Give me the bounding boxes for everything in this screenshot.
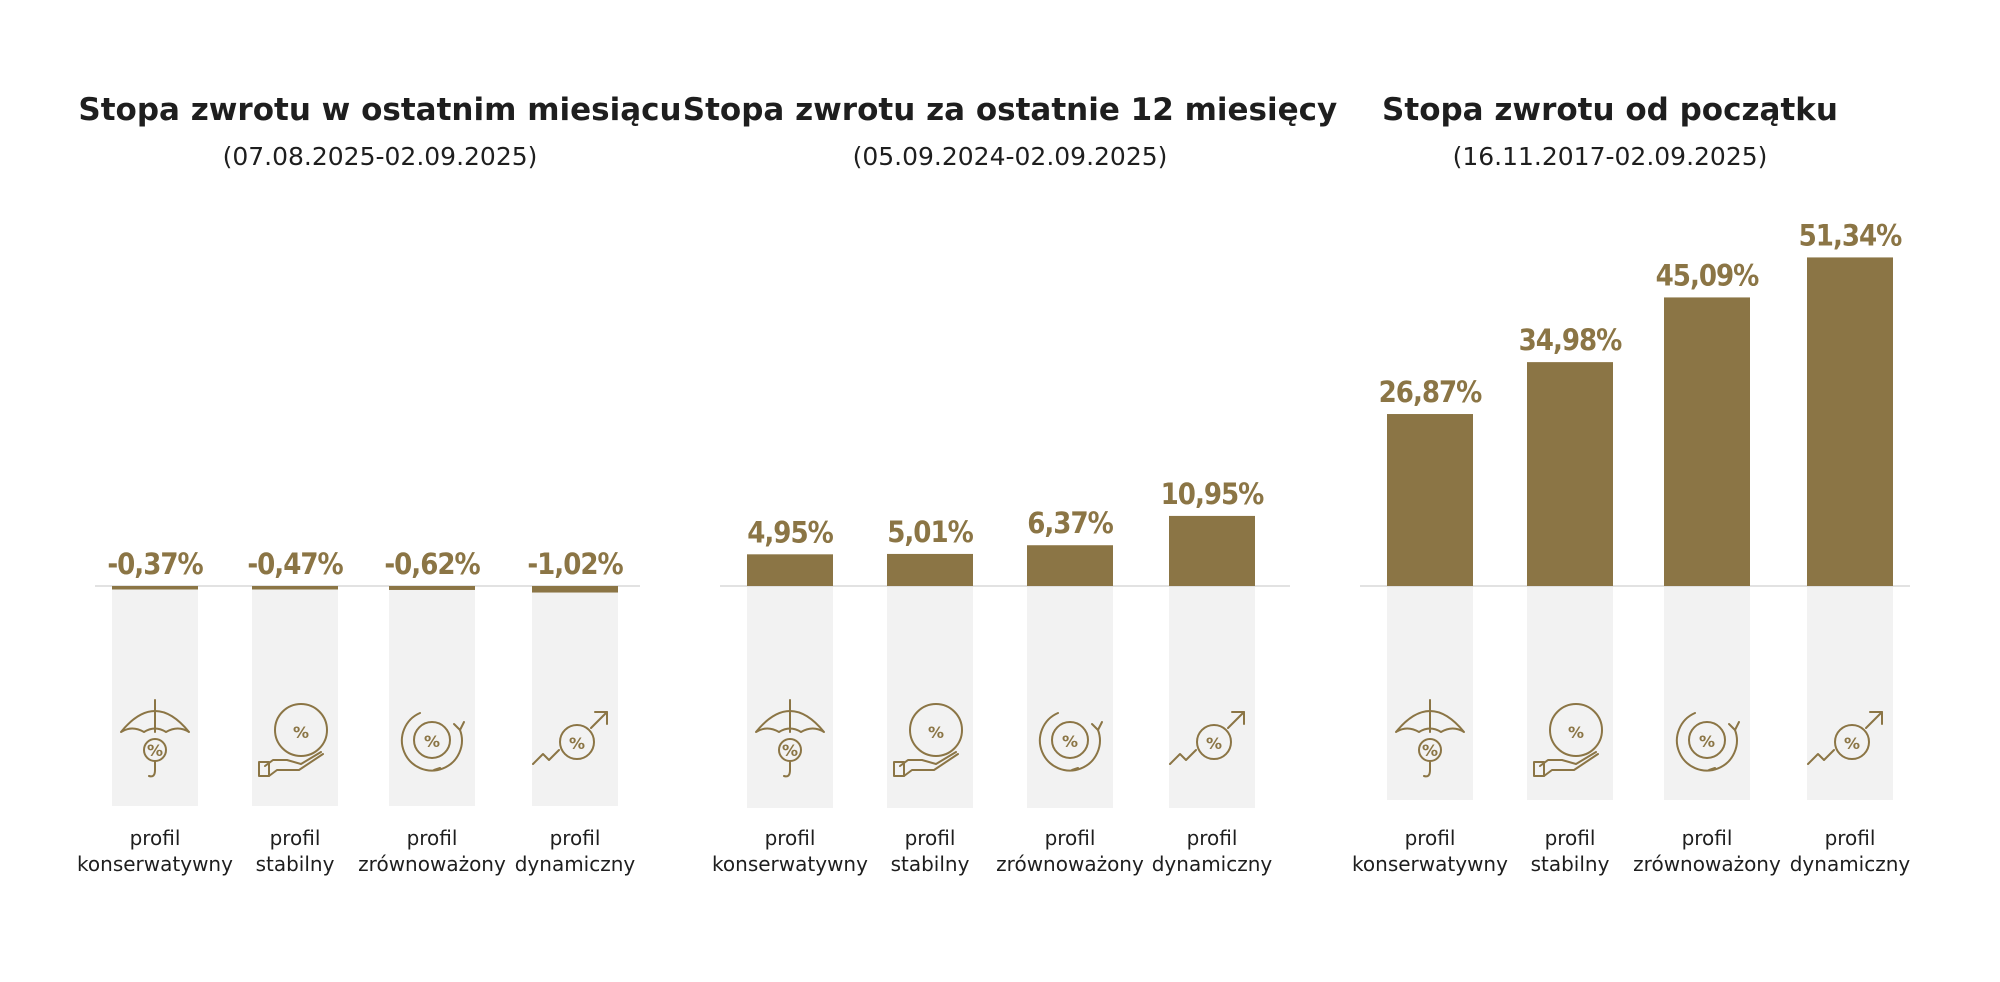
category-label: profil bbox=[765, 826, 816, 850]
bar-track bbox=[1169, 586, 1255, 808]
category-label: profil bbox=[1682, 826, 1733, 850]
umbrella-percent-icon: % bbox=[755, 699, 825, 778]
category-label: dynamiczny bbox=[1790, 852, 1911, 876]
category-label: zrównoważony bbox=[1633, 852, 1781, 876]
bar-track bbox=[1027, 586, 1113, 808]
bar bbox=[1527, 362, 1613, 586]
bar bbox=[252, 586, 338, 590]
svg-text:%: % bbox=[782, 741, 798, 760]
svg-text:%: % bbox=[1568, 723, 1584, 742]
bar-track bbox=[1807, 586, 1893, 800]
category-label: profil bbox=[1545, 826, 1596, 850]
value-label: 5,01% bbox=[887, 515, 973, 549]
value-label: -0,37% bbox=[107, 547, 203, 581]
bar bbox=[1387, 414, 1473, 586]
svg-text:%: % bbox=[147, 741, 163, 760]
category-label: stabilny bbox=[891, 852, 970, 876]
value-label: 26,87% bbox=[1379, 375, 1483, 409]
category-label: profil bbox=[905, 826, 956, 850]
svg-text:%: % bbox=[1844, 734, 1860, 753]
category-label: konserwatywny bbox=[712, 852, 868, 876]
bar-track bbox=[887, 586, 973, 808]
bar-track bbox=[1527, 586, 1613, 800]
category-label: dynamiczny bbox=[1152, 852, 1273, 876]
growth-percent-icon: % bbox=[1169, 711, 1245, 765]
cycle-percent-icon: % bbox=[1675, 712, 1740, 772]
svg-text:%: % bbox=[1062, 732, 1078, 751]
chart-subtitle: (07.08.2025-02.09.2025) bbox=[223, 142, 538, 171]
svg-text:%: % bbox=[293, 723, 309, 742]
umbrella-percent-icon: % bbox=[120, 699, 190, 778]
chart-title: Stopa zwrotu za ostatnie 12 miesięcy bbox=[683, 92, 1337, 128]
value-label: -1,02% bbox=[527, 547, 623, 581]
bar bbox=[112, 586, 198, 590]
growth-percent-icon: % bbox=[532, 711, 608, 765]
svg-text:%: % bbox=[569, 734, 585, 753]
category-label: dynamiczny bbox=[515, 852, 636, 876]
value-label: 51,34% bbox=[1799, 218, 1903, 252]
bar-track bbox=[1664, 586, 1750, 800]
chart-title: Stopa zwrotu w ostatnim miesiącu bbox=[78, 92, 681, 128]
bar bbox=[1664, 297, 1750, 586]
bar-track bbox=[389, 586, 475, 806]
bar bbox=[747, 554, 833, 586]
chart-title: Stopa zwrotu od początku bbox=[1382, 92, 1838, 128]
chart-panel-1: Stopa zwrotu w ostatnim miesiącu (07.08.2… bbox=[77, 92, 682, 876]
chart-subtitle: (16.11.2017-02.09.2025) bbox=[1453, 142, 1768, 171]
hand-percent-icon: % bbox=[1533, 703, 1603, 777]
chart-panel-3: Stopa zwrotu od początku (16.11.2017-02.0… bbox=[1352, 92, 1910, 876]
chart-panel-2: Stopa zwrotu za ostatnie 12 miesięcy (05.… bbox=[683, 92, 1337, 876]
hand-percent-icon: % bbox=[258, 703, 328, 777]
category-label: profil bbox=[1825, 826, 1876, 850]
value-label: 6,37% bbox=[1027, 506, 1113, 540]
cycle-percent-icon: % bbox=[1038, 712, 1103, 772]
svg-text:%: % bbox=[928, 723, 944, 742]
category-label: stabilny bbox=[1531, 852, 1610, 876]
bar-track bbox=[532, 586, 618, 806]
category-label: konserwatywny bbox=[77, 852, 233, 876]
category-label: profil bbox=[130, 826, 181, 850]
bar bbox=[532, 586, 618, 593]
category-label: profil bbox=[1187, 826, 1238, 850]
category-label: zrównoważony bbox=[996, 852, 1144, 876]
bar bbox=[1169, 515, 1255, 586]
category-label: stabilny bbox=[256, 852, 335, 876]
value-label: 4,95% bbox=[747, 515, 833, 549]
category-label: profil bbox=[1045, 826, 1096, 850]
svg-text:%: % bbox=[1699, 732, 1715, 751]
value-label: -0,47% bbox=[247, 547, 343, 581]
bar bbox=[389, 586, 475, 590]
category-label: profil bbox=[550, 826, 601, 850]
value-label: 45,09% bbox=[1656, 258, 1760, 292]
category-label: profil bbox=[407, 826, 458, 850]
category-label: profil bbox=[270, 826, 321, 850]
category-label: zrównoważony bbox=[358, 852, 506, 876]
bar bbox=[1807, 257, 1893, 586]
svg-text:%: % bbox=[424, 732, 440, 751]
bar bbox=[1027, 545, 1113, 586]
category-label: profil bbox=[1405, 826, 1456, 850]
value-label: 34,98% bbox=[1519, 323, 1623, 357]
chart-subtitle: (05.09.2024-02.09.2025) bbox=[853, 142, 1168, 171]
cycle-percent-icon: % bbox=[400, 712, 465, 772]
value-label: 10,95% bbox=[1161, 477, 1265, 511]
category-label: konserwatywny bbox=[1352, 852, 1508, 876]
value-label: -0,62% bbox=[384, 547, 480, 581]
hand-percent-icon: % bbox=[893, 703, 963, 777]
svg-text:%: % bbox=[1206, 734, 1222, 753]
umbrella-percent-icon: % bbox=[1395, 699, 1465, 778]
bar-track bbox=[252, 586, 338, 806]
bar bbox=[887, 553, 973, 586]
svg-text:%: % bbox=[1422, 741, 1438, 760]
growth-percent-icon: % bbox=[1807, 711, 1883, 765]
